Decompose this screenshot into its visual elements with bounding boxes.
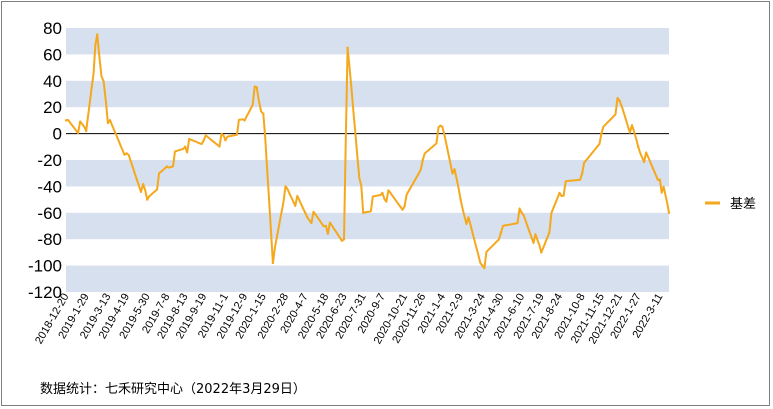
grid-band <box>66 80 669 108</box>
y-tick-label: 80 <box>43 19 62 38</box>
data-point <box>658 178 662 181</box>
data-point <box>284 185 287 188</box>
source-note: 数据统计：七禾研究中心（2022年3月29日） <box>40 382 306 397</box>
data-point <box>520 211 523 214</box>
y-tick-label: 0 <box>53 125 62 144</box>
legend-label: 基差 <box>730 197 756 212</box>
data-point <box>618 99 621 102</box>
data-point <box>403 205 406 208</box>
y-tick-label: -120 <box>28 283 62 302</box>
data-point <box>202 139 205 142</box>
data-point <box>600 132 603 135</box>
data-point <box>362 211 365 214</box>
y-axis-ticks: 80 60 40 20 0 -20 -40 -60 -80 -100 -120 <box>28 19 62 302</box>
data-point <box>224 139 227 142</box>
y-tick-label: -40 <box>37 177 62 196</box>
data-point <box>165 165 169 168</box>
data-point <box>303 211 307 214</box>
data-point <box>421 158 424 162</box>
y-tick-label: 60 <box>43 45 62 64</box>
data-point <box>183 145 187 148</box>
data-point <box>271 261 275 265</box>
x-axis-ticks: 2018-12-202019-1-292019-3-132019-4-19201… <box>33 292 665 347</box>
grid-bands <box>66 28 669 292</box>
y-tick-label: -80 <box>37 230 62 249</box>
data-point <box>64 119 68 122</box>
data-point <box>324 224 328 228</box>
data-point <box>84 129 88 133</box>
grid-band <box>66 160 669 187</box>
data-point <box>146 198 149 201</box>
data-point <box>499 231 503 234</box>
legend: 基差 <box>705 197 756 212</box>
data-point <box>558 191 561 195</box>
data-point <box>243 119 246 122</box>
data-point <box>255 86 258 89</box>
y-tick-label: -20 <box>37 151 62 170</box>
data-point <box>481 264 484 267</box>
data-point <box>540 251 543 254</box>
data-point <box>262 112 265 116</box>
data-point <box>342 238 346 241</box>
data-point <box>381 191 384 195</box>
data-point <box>106 121 110 125</box>
data-point <box>459 198 462 201</box>
data-point <box>125 152 128 155</box>
data-point <box>346 46 349 49</box>
y-tick-label: 20 <box>43 98 62 117</box>
y-tick-label: 40 <box>43 72 62 91</box>
y-tick-label: -100 <box>28 257 62 276</box>
data-point <box>637 145 640 148</box>
data-point <box>667 211 671 214</box>
grid-band <box>66 265 669 292</box>
data-point <box>581 172 584 175</box>
grid-band <box>66 212 669 240</box>
y-tick-label: -60 <box>37 204 62 223</box>
series-layer <box>64 33 671 270</box>
grid-band <box>66 28 669 55</box>
data-point <box>441 125 444 129</box>
data-point <box>96 33 99 36</box>
